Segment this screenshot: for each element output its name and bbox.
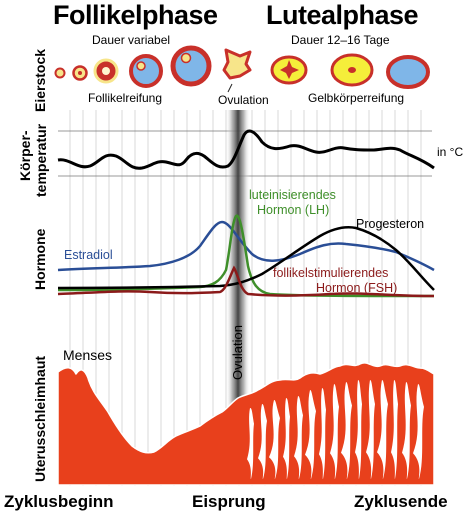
corpus-albicans bbox=[386, 55, 430, 89]
endometrial-gland bbox=[413, 384, 424, 479]
label-lh-line2: Hormon (LH) bbox=[257, 203, 330, 217]
endometrial-gland bbox=[258, 404, 267, 479]
ruptured-follicle bbox=[222, 48, 252, 80]
label-follicle-maturation: Follikelreifung bbox=[88, 91, 163, 105]
endometrial-gland bbox=[330, 384, 339, 479]
endometrial-gland bbox=[269, 400, 280, 479]
endometrial-gland bbox=[319, 388, 326, 479]
endometrium-shape bbox=[57, 362, 435, 486]
row-label-temperature-1: Körper- bbox=[17, 130, 33, 181]
endometrial-gland bbox=[294, 396, 303, 479]
endometrial-gland bbox=[247, 408, 254, 479]
estradiol-curve bbox=[57, 220, 435, 272]
label-menses: Menses bbox=[63, 347, 113, 363]
label-ovulation-ovary: Ovulation bbox=[218, 93, 269, 107]
label-fsh-line1: follikelstimulierendes bbox=[273, 266, 389, 280]
label-estradiol: Estradiol bbox=[64, 248, 113, 262]
endometrial-gland bbox=[305, 390, 316, 479]
ovary-row bbox=[54, 45, 430, 93]
temperature-curve bbox=[57, 129, 435, 170]
endometrial-glands bbox=[247, 380, 424, 479]
label-lh-line1: luteinisierendes bbox=[249, 188, 336, 202]
follicle-1 bbox=[54, 67, 66, 79]
follicular-phase-duration: Dauer variabel bbox=[92, 33, 171, 47]
ovulation-band-label: Ovulation bbox=[230, 325, 245, 380]
endometrial-gland bbox=[341, 382, 352, 479]
row-label-endometrium: Uterusschleimhaut bbox=[32, 355, 48, 482]
axis-label-middle: Eisprung bbox=[192, 492, 266, 511]
follicle-4 bbox=[129, 54, 163, 88]
axis-label-start: Zyklusbeginn bbox=[4, 492, 114, 511]
endometrial-gland bbox=[283, 398, 290, 479]
endometrial-gland bbox=[377, 380, 388, 479]
endometrial-gland bbox=[402, 382, 411, 479]
luteal-phase-duration: Dauer 12–16 Tage bbox=[291, 33, 390, 47]
row-label-temperature-2: temperatur bbox=[33, 123, 49, 197]
axis-label-end: Zyklusende bbox=[354, 492, 448, 511]
follicular-phase-title: Follikelphase bbox=[53, 0, 218, 30]
endometrial-gland bbox=[355, 380, 362, 479]
endometrial-gland bbox=[391, 380, 398, 479]
progesterone-curve bbox=[57, 226, 435, 291]
row-label-ovary: Eierstock bbox=[32, 48, 48, 112]
row-label-hormones: Hormone bbox=[32, 228, 48, 290]
label-progesterone: Progesteron bbox=[356, 217, 425, 231]
endometrial-gland bbox=[366, 380, 375, 479]
label-corpus-luteum: Gelbkörperreifung bbox=[308, 91, 405, 105]
follicle-5 bbox=[170, 45, 212, 87]
luteal-phase-title: Lutealphase bbox=[266, 0, 419, 30]
temperature-unit-label: in °C bbox=[437, 145, 464, 159]
label-fsh-line2: Hormon (FSH) bbox=[316, 281, 398, 295]
fsh-curve bbox=[57, 265, 435, 298]
